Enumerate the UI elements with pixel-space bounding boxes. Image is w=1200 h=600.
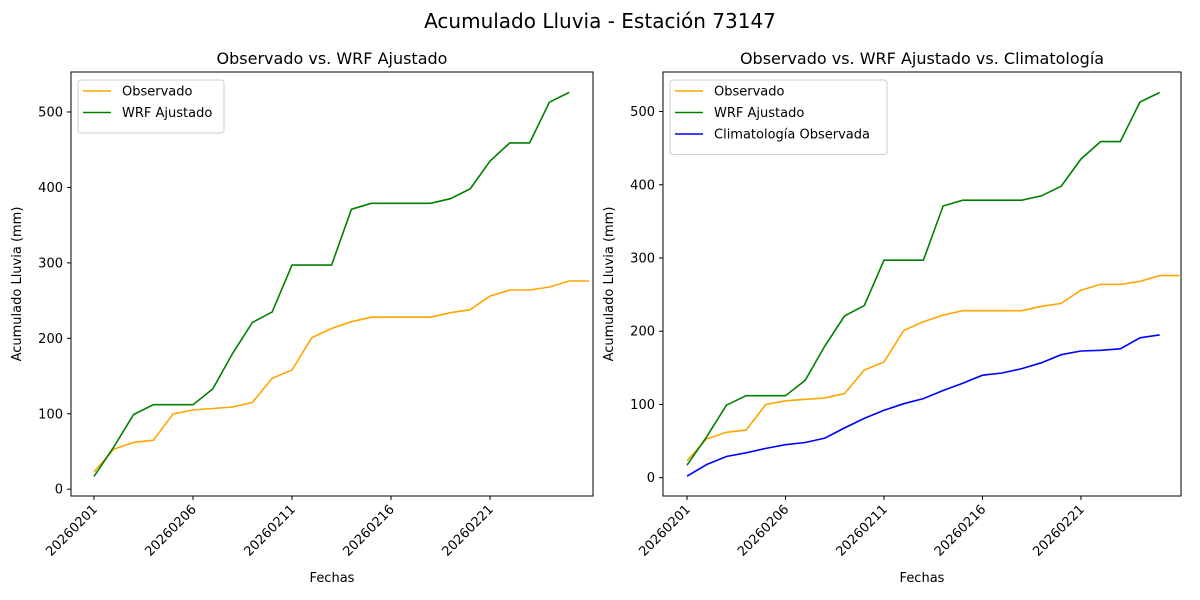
y-tick-label: 500: [630, 105, 655, 120]
legend-label: Observado: [122, 85, 193, 100]
y-tick-label: 400: [630, 178, 655, 193]
y-tick-label: 500: [38, 105, 63, 120]
y-tick-label: 300: [630, 252, 655, 267]
figure-suptitle: Acumulado Lluvia - Estación 73147: [424, 9, 776, 33]
x-tick-label: 20260216: [340, 502, 397, 559]
x-axis-label: Fechas: [310, 571, 355, 586]
x-tick-label: 20260221: [439, 502, 496, 559]
y-tick-label: 0: [55, 483, 63, 498]
subplot-title: Observado vs. WRF Ajustado vs. Climatolo…: [740, 49, 1104, 68]
series-line-observado: [93, 280, 589, 473]
y-tick-label: 100: [38, 407, 63, 422]
series-line-climatología-observada: [686, 334, 1160, 477]
x-tick-label: 20260211: [833, 502, 890, 559]
y-tick-label: 200: [38, 332, 63, 347]
series-line-observado: [686, 274, 1180, 462]
y-axis-label: Acumulado Lluvia (mm): [10, 207, 25, 362]
y-tick-label: 300: [38, 256, 63, 271]
x-axis-label: Fechas: [900, 571, 945, 586]
x-tick-label: 20260211: [241, 502, 298, 559]
x-tick-label: 20260221: [1030, 502, 1087, 559]
x-tick-label: 20260206: [735, 502, 792, 559]
series-line-wrf-ajustado: [686, 91, 1161, 466]
x-tick-label: 20260201: [43, 502, 100, 559]
y-axis-label: Acumulado Lluvia (mm): [602, 207, 617, 362]
y-tick-label: 0: [647, 471, 655, 486]
legend-label: WRF Ajustado: [714, 106, 804, 121]
legend-box: [77, 79, 225, 134]
legend: Observado WRF Ajustado: [77, 79, 225, 134]
legend: Observado WRF Ajustado Climatología Observ…: [669, 79, 888, 155]
y-tick-label: 400: [38, 181, 63, 196]
x-tick-label: 20260201: [636, 502, 693, 559]
legend-label: Observado: [714, 85, 785, 100]
subplot-1: 0 100 200 300 400 500 20260201 20260206 20260211…: [10, 49, 594, 586]
y-tick-label: 200: [630, 325, 655, 340]
legend-box: [669, 79, 888, 155]
x-tick-label: 20260216: [932, 502, 989, 559]
y-tick-label: 100: [630, 398, 655, 413]
x-tick-label: 20260206: [142, 502, 199, 559]
subplot-title: Observado vs. WRF Ajustado: [217, 49, 448, 68]
subplot-2: 0 100 200 300 400 500 20260201 20260206 20260211…: [602, 49, 1182, 586]
series-line-wrf-ajustado: [93, 91, 570, 477]
legend-label: WRF Ajustado: [122, 106, 212, 121]
legend-label: Climatología Observada: [714, 128, 870, 143]
axes-frame: [70, 71, 594, 497]
axes-frame: [662, 71, 1182, 497]
